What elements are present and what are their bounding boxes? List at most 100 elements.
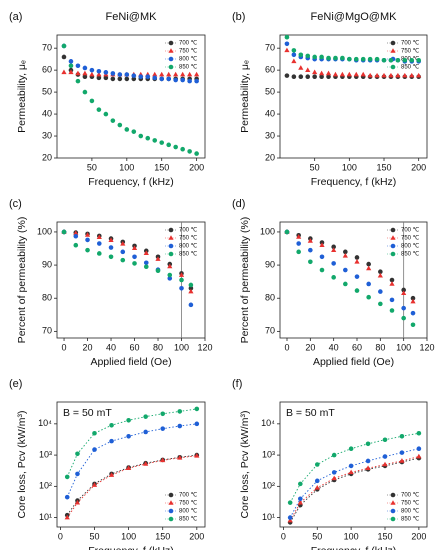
x-tick-label: 50 (90, 531, 100, 541)
data-point (108, 237, 114, 243)
data-point (378, 269, 383, 275)
data-point (410, 298, 416, 304)
x-tick-label: 150 (377, 531, 392, 541)
data-point (365, 441, 371, 447)
y-tick-label: 100 (37, 226, 52, 236)
legend-label: 750 ℃ (401, 236, 420, 242)
legend-label: 700 ℃ (179, 228, 198, 234)
data-point (138, 133, 144, 139)
data-point (117, 72, 123, 77)
data-point (152, 138, 158, 143)
data-point (110, 76, 116, 82)
data-point (143, 461, 149, 466)
y-tick-label: 60 (265, 65, 275, 75)
legend-label: 750 ℃ (401, 49, 420, 55)
data-point (346, 71, 352, 77)
data-point (159, 71, 165, 77)
data-point (73, 242, 79, 248)
data-point (353, 71, 359, 77)
x-tick-label: 60 (130, 342, 140, 352)
data-point (332, 71, 339, 77)
series-line (66, 408, 197, 478)
data-point (339, 71, 346, 77)
data-point (178, 272, 185, 277)
data-point (96, 71, 102, 77)
y-tick-label: 10³ (39, 449, 52, 459)
data-point (298, 74, 304, 80)
data-point (367, 72, 373, 78)
data-point (160, 457, 166, 463)
data-point (126, 417, 131, 423)
data-point (305, 74, 311, 80)
data-point (409, 72, 415, 78)
x-tick-label: 100 (121, 531, 136, 541)
data-point (152, 71, 158, 77)
data-point (395, 72, 401, 78)
data-point (132, 261, 137, 266)
data-point (381, 57, 387, 63)
data-point (180, 71, 186, 77)
data-point (389, 308, 395, 313)
data-point (305, 53, 311, 59)
panel-label: (b) (232, 11, 245, 23)
data-point (296, 241, 301, 246)
data-point (307, 238, 313, 243)
data-point (103, 75, 109, 81)
data-point (314, 462, 320, 467)
y-tick-label: 40 (42, 108, 52, 118)
data-point (340, 55, 345, 61)
data-point (85, 237, 90, 243)
data-point (284, 73, 290, 78)
data-point (82, 65, 88, 71)
y-axis-label: Permeability, μₑ (16, 60, 28, 133)
legend-label: 850 ℃ (401, 65, 420, 71)
y-tick-label: 30 (42, 130, 52, 140)
x-axis-label: Frequency, f (kHz) (311, 176, 397, 188)
x-tick-label: 50 (87, 162, 97, 172)
series-line (66, 455, 197, 518)
data-point (402, 72, 408, 78)
y-axis-label: Percent of permeability (%) (239, 217, 251, 344)
data-point (401, 315, 406, 321)
data-point (291, 52, 297, 58)
data-point (179, 285, 184, 291)
data-point (296, 234, 302, 239)
data-point (319, 254, 325, 260)
data-point (305, 67, 311, 72)
data-point (343, 267, 348, 273)
data-point (68, 69, 74, 75)
data-point (312, 74, 317, 80)
data-point (82, 89, 88, 95)
legend-marker (168, 235, 174, 240)
x-tick-label: 40 (329, 342, 339, 352)
data-point (117, 122, 123, 128)
data-point (194, 71, 200, 77)
legend-label: 750 ℃ (401, 501, 420, 507)
data-point (291, 58, 297, 64)
x-tick-label: 100 (396, 342, 411, 352)
y-tick-label: 70 (42, 326, 52, 336)
data-point (166, 71, 172, 77)
data-point (143, 429, 148, 435)
data-point (173, 77, 178, 83)
data-point (177, 454, 183, 460)
data-point (75, 471, 80, 477)
data-point (96, 68, 102, 74)
x-tick-label: 200 (411, 531, 426, 541)
data-point (284, 41, 290, 47)
data-point (395, 57, 401, 63)
data-point (319, 74, 324, 80)
data-point (331, 452, 337, 458)
data-point (110, 71, 116, 76)
plot-frame (56, 34, 206, 159)
series-line (289, 457, 419, 523)
data-point (73, 233, 79, 239)
y-tick-label: 40 (265, 108, 275, 118)
data-point (180, 77, 185, 83)
data-point (155, 256, 161, 261)
data-point (92, 447, 97, 452)
data-point (416, 430, 422, 436)
x-tick-label: 0 (281, 531, 286, 541)
data-point (120, 241, 126, 246)
